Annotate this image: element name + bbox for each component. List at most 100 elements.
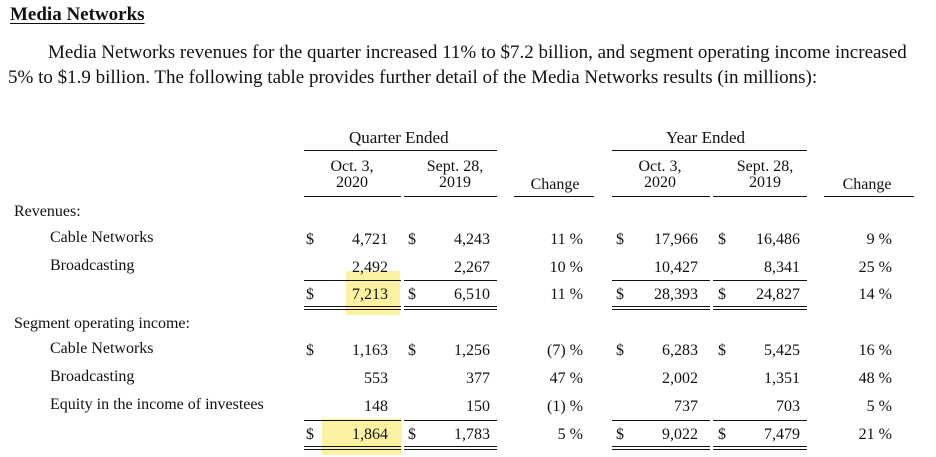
row-label: Cable Networks <box>50 340 154 357</box>
cell-q1: 4,721 <box>352 231 388 248</box>
row-label: Broadcasting <box>50 257 135 274</box>
intro-paragraph: Media Networks revenues for the quarter … <box>8 40 908 90</box>
dollar-sign: $ <box>718 286 726 303</box>
cell-y1: 28,393 <box>654 286 698 303</box>
cell-y2: 1,351 <box>764 370 800 387</box>
total-double-rule <box>713 306 807 310</box>
cell-y1: 17,966 <box>654 231 698 248</box>
cell-q1: 2,492 <box>352 259 388 276</box>
cell-q2: 377 <box>466 370 490 387</box>
cell-y2: 703 <box>776 398 800 415</box>
subtotal-rule <box>304 420 401 421</box>
total-double-rule <box>304 306 401 310</box>
cell-qchg: 47 % <box>549 370 583 387</box>
cell-y2: 16,486 <box>756 231 800 248</box>
cell-y2: 8,341 <box>764 259 800 276</box>
subtotal-rule <box>404 420 497 421</box>
dollar-sign: $ <box>718 231 726 248</box>
cell-qchg: (7) % <box>547 342 583 359</box>
cell-y1: 2,002 <box>662 370 698 387</box>
total-double-rule <box>612 306 710 310</box>
cell-ychg: 14 % <box>858 286 892 303</box>
header-rule-qchg <box>514 196 594 197</box>
revenues-header: Revenues: <box>14 203 81 220</box>
col-header-q-2020: Oct. 3, 2020 <box>330 158 374 191</box>
dollar-sign: $ <box>616 231 624 248</box>
cell-q2: 6,510 <box>454 286 490 303</box>
total-double-rule <box>713 446 807 450</box>
row-label: Equity in the income of investees <box>50 396 264 413</box>
cell-q2: 1,256 <box>454 342 490 359</box>
dollar-sign: $ <box>306 426 314 443</box>
group-header-quarter-ended: Quarter Ended <box>349 128 449 147</box>
cell-ychg: 16 % <box>858 342 892 359</box>
subtotal-rule <box>612 280 710 281</box>
header-rule-y2 <box>713 196 807 197</box>
header-rule-q1 <box>304 196 401 197</box>
cell-y1: 9,022 <box>662 426 698 443</box>
col-header-y-2019: Sept. 28, 2019 <box>736 158 794 191</box>
dollar-sign: $ <box>408 342 416 359</box>
cell-q2: 1,783 <box>454 426 490 443</box>
cell-qchg: 10 % <box>549 259 583 276</box>
segment-header: Segment operating income: <box>14 315 190 332</box>
group-underline-year <box>612 150 807 151</box>
cell-qchg: 11 % <box>550 231 583 248</box>
total-double-rule <box>612 446 710 450</box>
cell-q1: 7,213 <box>352 286 388 303</box>
highlight-quarter-revenue-total <box>346 271 400 315</box>
dollar-sign: $ <box>408 286 416 303</box>
header-rule-y1 <box>612 196 710 197</box>
total-double-rule <box>304 446 401 450</box>
cell-qchg: 11 % <box>550 286 583 303</box>
col-header-y-change: Change <box>842 176 892 193</box>
dollar-sign: $ <box>718 342 726 359</box>
cell-q1: 148 <box>364 398 388 415</box>
cell-q1: 553 <box>364 370 388 387</box>
cell-y2: 7,479 <box>764 426 800 443</box>
header-rule-ychg <box>824 196 914 197</box>
cell-q2: 150 <box>466 398 490 415</box>
dollar-sign: $ <box>306 231 314 248</box>
row-label: Cable Networks <box>50 229 154 246</box>
cell-y2: 24,827 <box>756 286 800 303</box>
total-double-rule <box>404 446 497 450</box>
subtotal-rule <box>713 280 807 281</box>
cell-y1: 6,283 <box>662 342 698 359</box>
cell-ychg: 25 % <box>858 259 892 276</box>
cell-y1: 10,427 <box>654 259 698 276</box>
subtotal-rule <box>612 420 710 421</box>
col-header-q-change: Change <box>530 176 580 193</box>
cell-y1: 737 <box>674 398 698 415</box>
dollar-sign: $ <box>616 342 624 359</box>
cell-q1: 1,864 <box>352 426 388 443</box>
subtotal-rule <box>404 280 497 281</box>
dollar-sign: $ <box>718 426 726 443</box>
subtotal-rule <box>304 280 401 281</box>
dollar-sign: $ <box>408 426 416 443</box>
cell-q2: 4,243 <box>454 231 490 248</box>
cell-q1: 1,163 <box>352 342 388 359</box>
dollar-sign: $ <box>306 286 314 303</box>
dollar-sign: $ <box>306 342 314 359</box>
intro-text: Media Networks revenues for the quarter … <box>8 42 907 88</box>
group-header-year-ended: Year Ended <box>666 128 746 147</box>
group-underline-quarter <box>304 150 497 151</box>
cell-ychg: 21 % <box>858 426 892 443</box>
col-header-y-2020: Oct. 3, 2020 <box>638 158 682 191</box>
subtotal-rule <box>713 420 807 421</box>
dollar-sign: $ <box>408 231 416 248</box>
col-header-q-2019: Sept. 28, 2019 <box>426 158 484 191</box>
cell-ychg: 9 % <box>866 231 892 248</box>
row-label: Broadcasting <box>50 368 135 385</box>
dollar-sign: $ <box>616 286 624 303</box>
cell-qchg: (1) % <box>547 398 583 415</box>
dollar-sign: $ <box>616 426 624 443</box>
total-double-rule <box>404 306 497 310</box>
cell-q2: 2,267 <box>454 259 490 276</box>
cell-qchg: 5 % <box>557 426 583 443</box>
cell-ychg: 5 % <box>866 398 892 415</box>
section-heading: Media Networks <box>10 4 145 25</box>
header-rule-q2 <box>404 196 497 197</box>
cell-ychg: 48 % <box>858 370 892 387</box>
